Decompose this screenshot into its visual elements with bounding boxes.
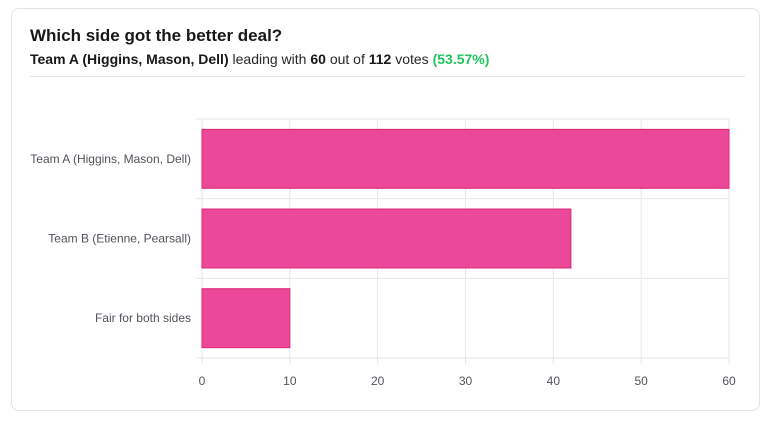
x-tick-label: 60 xyxy=(722,374,736,388)
x-tick-label: 10 xyxy=(283,374,297,388)
bar xyxy=(201,208,572,269)
leader-name: Team A (Higgins, Mason, Dell) xyxy=(30,51,229,67)
x-tick-label: 50 xyxy=(634,374,648,388)
category-label: Team A (Higgins, Mason, Dell) xyxy=(30,152,191,166)
leader-votes: 60 xyxy=(310,51,326,67)
out-of-text: out of xyxy=(329,51,365,67)
chart-bars xyxy=(201,128,730,349)
poll-question: Which side got the better deal? xyxy=(30,26,283,45)
bar xyxy=(201,128,730,189)
leader-percent: (53.57%) xyxy=(432,51,490,67)
poll-summary: Team A (Higgins, Mason, Dell) leading wi… xyxy=(30,51,489,67)
header-divider xyxy=(30,76,745,77)
category-label: Team B (Etienne, Pearsall) xyxy=(48,232,191,246)
total-votes: 112 xyxy=(368,51,392,67)
x-tick-label: 20 xyxy=(371,374,385,388)
chart-labels: 0 10 20 30 40 50 60 Team A (Higgins, Mason, Del… xyxy=(30,152,736,388)
poll-card: Which side got the better deal? Team A (… xyxy=(11,8,760,411)
category-label: Fair for both sides xyxy=(95,311,191,325)
x-tick-label: 40 xyxy=(547,374,561,388)
x-tick-label: 0 xyxy=(199,374,206,388)
x-tick-label: 30 xyxy=(459,374,473,388)
bar xyxy=(201,288,291,349)
votes-word: votes xyxy=(395,51,429,67)
leading-with-text: leading with xyxy=(232,51,307,67)
